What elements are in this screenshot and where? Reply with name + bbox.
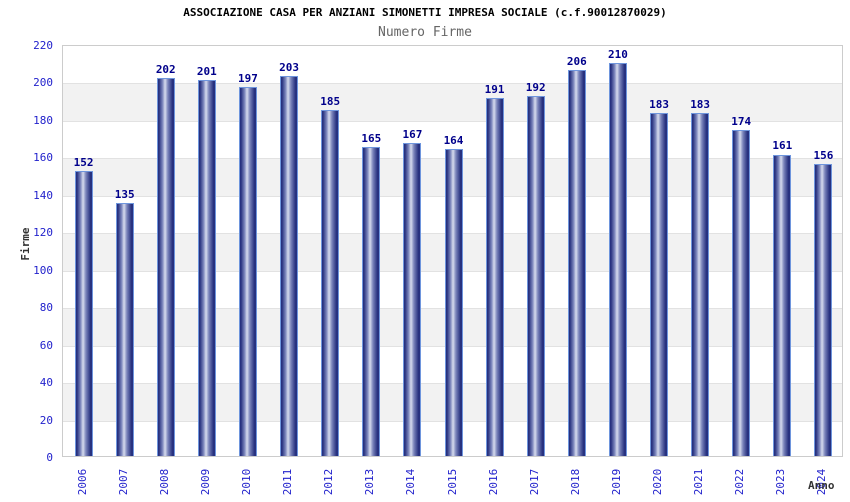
y-tick-label: 80 bbox=[39, 301, 53, 315]
plot-band bbox=[63, 83, 842, 121]
x-tick-label: 2013 bbox=[363, 468, 377, 496]
y-tick-label: 180 bbox=[33, 113, 53, 127]
gridline bbox=[63, 83, 842, 85]
x-tick-label: 2018 bbox=[568, 468, 582, 496]
x-tick-label: 2015 bbox=[445, 468, 459, 496]
y-tick-label: 20 bbox=[39, 413, 53, 427]
x-tick-label: 2011 bbox=[281, 468, 295, 496]
x-tick-label: 2022 bbox=[733, 468, 747, 496]
bar-value-label: 191 bbox=[484, 83, 505, 97]
y-tick-label: 160 bbox=[33, 151, 53, 165]
y-tick-label: 140 bbox=[33, 188, 53, 202]
plot-area: 152 135 202 201 197 203 185 165 167 164 191 192 206 2… bbox=[62, 45, 843, 457]
bar-value-label: 135 bbox=[114, 188, 135, 202]
bar bbox=[238, 87, 257, 456]
bar bbox=[485, 98, 504, 456]
bar-value-label: 183 bbox=[690, 98, 711, 112]
bar-value-label: 203 bbox=[279, 60, 300, 74]
bar bbox=[197, 79, 216, 456]
y-tick-label: 40 bbox=[39, 376, 53, 390]
bar-value-label: 164 bbox=[443, 133, 464, 147]
bar-value-label: 161 bbox=[772, 139, 793, 153]
bar bbox=[732, 130, 751, 456]
bar-value-label: 202 bbox=[155, 62, 176, 76]
bar bbox=[444, 148, 463, 456]
bar bbox=[814, 163, 833, 456]
y-axis-tick-labels: 0 20 40 60 80 100 120 140 160 180 200 220 bbox=[0, 39, 53, 464]
x-tick-label: 2023 bbox=[774, 468, 788, 496]
bar-value-label: 152 bbox=[73, 156, 94, 170]
bar-value-label: 183 bbox=[649, 98, 669, 112]
y-tick-label: 60 bbox=[39, 338, 53, 352]
x-tick-label: 2021 bbox=[692, 468, 706, 496]
x-axis-tick-labels: 2006 2007 2008 2009 2010 2011 2012 2013 2014 2015… bbox=[62, 458, 843, 500]
bar-value-label: 156 bbox=[813, 148, 834, 162]
bar bbox=[115, 203, 134, 456]
chart-subtitle: Numero Firme bbox=[378, 25, 472, 40]
bar bbox=[691, 113, 710, 456]
bar bbox=[526, 96, 545, 456]
x-tick-label: 2007 bbox=[116, 468, 130, 496]
x-tick-label: 2009 bbox=[198, 468, 212, 496]
bar-value-label: 192 bbox=[525, 81, 546, 95]
bar bbox=[567, 70, 586, 456]
bar-value-label: 210 bbox=[607, 47, 628, 61]
bar bbox=[74, 171, 93, 456]
bar-value-label: 165 bbox=[361, 132, 382, 145]
bar-value-label: 197 bbox=[238, 72, 258, 86]
bar bbox=[650, 113, 669, 456]
y-tick-label: 100 bbox=[33, 263, 53, 277]
x-tick-label: 2019 bbox=[609, 468, 623, 496]
bar-value-label: 185 bbox=[320, 94, 341, 108]
bar bbox=[608, 62, 627, 456]
x-tick-label: 2006 bbox=[75, 468, 89, 496]
bar-value-label: 167 bbox=[402, 128, 423, 142]
x-tick-label: 2020 bbox=[651, 468, 665, 496]
x-tick-label: 2016 bbox=[486, 468, 500, 496]
bar bbox=[362, 147, 381, 456]
bar-value-label: 201 bbox=[196, 64, 217, 78]
x-tick-label: 2014 bbox=[404, 468, 418, 496]
x-tick-label: 2012 bbox=[322, 468, 336, 496]
bar bbox=[773, 154, 792, 456]
chart-title: ASSOCIAZIONE CASA PER ANZIANI SIMONETTI … bbox=[183, 6, 667, 19]
x-tick-label: 2017 bbox=[527, 468, 541, 496]
x-axis-title: Anno bbox=[808, 479, 835, 492]
y-tick-label: 0 bbox=[46, 451, 53, 464]
bar-value-label: 206 bbox=[566, 55, 587, 69]
bar bbox=[403, 143, 422, 456]
bar bbox=[321, 109, 340, 456]
y-tick-label: 200 bbox=[33, 76, 53, 90]
bar-value-label: 174 bbox=[731, 115, 752, 129]
x-tick-label: 2010 bbox=[239, 468, 253, 496]
bar bbox=[280, 75, 299, 456]
bar bbox=[156, 77, 175, 456]
gridline bbox=[63, 120, 842, 122]
x-tick-label: 2008 bbox=[157, 468, 171, 496]
y-tick-label: 120 bbox=[33, 226, 53, 240]
y-tick-label: 220 bbox=[33, 39, 53, 52]
